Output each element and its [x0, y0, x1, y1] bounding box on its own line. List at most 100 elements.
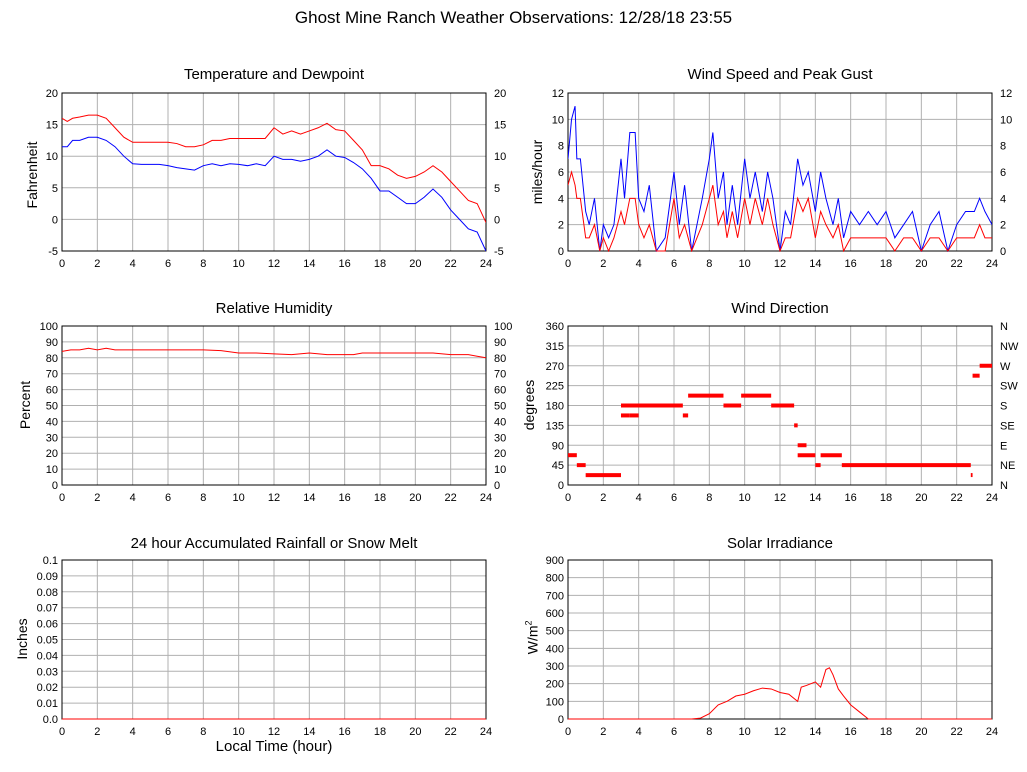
rh-plot-frame — [61, 325, 487, 486]
wind-y-tick-label: 4 — [558, 193, 564, 205]
wdir-y-tick-label: 90 — [552, 440, 564, 452]
temp-right-tick-label: 10 — [494, 151, 506, 163]
temp-x-tick-label: 18 — [374, 258, 386, 270]
rh-right-tick-label: 30 — [494, 432, 506, 444]
wdir-chart-title: Wind Direction — [731, 300, 829, 317]
wdir-y-tick-label: 180 — [546, 401, 564, 413]
temp-x-tick-label: 20 — [409, 258, 421, 270]
rh-x-tick-label: 10 — [233, 492, 245, 504]
rain-y-tick-label: 0.08 — [37, 587, 58, 599]
rh-right-tick-label: 90 — [494, 337, 506, 349]
wind-x-tick-label: 12 — [774, 258, 786, 270]
temp-x-tick-label: 22 — [445, 258, 457, 270]
wdir-right-tick-label: SW — [1000, 381, 1018, 393]
temp-y-tick-label: -5 — [48, 246, 58, 258]
rh-x-tick-label: 12 — [268, 492, 280, 504]
rain-y-tick-label: 0.01 — [37, 698, 58, 710]
solar-series-red-line — [568, 667, 992, 720]
temp-x-tick-label: 10 — [233, 258, 245, 270]
wdir-right-tick-label: S — [1000, 401, 1007, 413]
wdir-x-tick-label: 18 — [880, 492, 892, 504]
solar-x-tick-label: 22 — [951, 726, 963, 738]
temp-x-tick-label: 8 — [200, 258, 206, 270]
rh-x-tick-label: 24 — [480, 492, 492, 504]
rh-x-tick-label: 16 — [339, 492, 351, 504]
wdir-x-tick-label: 6 — [671, 492, 677, 504]
rain-chart: 0 2 4 6 8 10 12 14 16 18 20 22 240.00.010.020.030.04… — [37, 555, 493, 738]
wind-right-tick-label: 12 — [1000, 88, 1012, 100]
solar-y-tick-label: 100 — [546, 696, 564, 708]
wind-series-blue-line — [568, 106, 992, 252]
solar-chart-title: Solar Irradiance — [727, 535, 833, 552]
solar-x-tick-label: 10 — [739, 726, 751, 738]
wind-x-tick-label: 18 — [880, 258, 892, 270]
rh-x-tick-label: 22 — [445, 492, 457, 504]
rh-y-tick-label: 60 — [46, 385, 58, 397]
wind-y-tick-label: 0 — [558, 246, 564, 258]
solar-x-tick-label: 6 — [671, 726, 677, 738]
wind-x-tick-label: 14 — [809, 258, 821, 270]
temp-series-red-line — [62, 114, 486, 223]
wdir-x-tick-label: 10 — [739, 492, 751, 504]
rain-y-tick-label: 0.02 — [37, 682, 58, 694]
rh-right-tick-label: 40 — [494, 416, 506, 428]
temp-x-tick-label: 2 — [94, 258, 100, 270]
wdir-y-tick-label: 315 — [546, 341, 564, 353]
rain-x-axis-title: Local Time (hour) — [215, 738, 333, 755]
rain-y-tick-label: 0.0 — [43, 714, 58, 726]
rh-y-tick-label: 90 — [46, 337, 58, 349]
solar-y-tick-label: 200 — [546, 679, 564, 691]
rain-y-tick-label: 0.03 — [37, 666, 58, 678]
wind-y-tick-label: 6 — [558, 167, 564, 179]
temp-x-tick-label: 12 — [268, 258, 280, 270]
temp-right-tick-label: 15 — [494, 120, 506, 132]
rain-x-tick-label: 12 — [268, 726, 280, 738]
wdir-y-tick-label: 270 — [546, 361, 564, 373]
temp-plot-frame — [61, 92, 487, 252]
rain-x-tick-label: 16 — [339, 726, 351, 738]
rain-x-tick-label: 20 — [409, 726, 421, 738]
rh-y-tick-label: 70 — [46, 369, 58, 381]
rh-chart-title: Relative Humidity — [215, 300, 333, 317]
wind-y-tick-label: 2 — [558, 220, 564, 232]
rh-series-red-line — [62, 347, 486, 359]
wind-series-red-line — [568, 170, 992, 252]
rh-x-tick-label: 0 — [59, 492, 65, 504]
solar-x-tick-label: 18 — [880, 726, 892, 738]
wdir-plot-frame — [567, 325, 993, 486]
rh-right-tick-label: 70 — [494, 369, 506, 381]
wdir-x-tick-label: 14 — [809, 492, 821, 504]
temp-x-tick-label: 6 — [165, 258, 171, 270]
rh-y-tick-label: 50 — [46, 401, 58, 413]
rain-y-tick-label: 0.04 — [37, 650, 58, 662]
rain-chart-title: 24 hour Accumulated Rainfall or Snow Mel… — [130, 535, 418, 552]
wdir-x-tick-label: 24 — [986, 492, 998, 504]
solar-x-tick-label: 20 — [915, 726, 927, 738]
solar-x-tick-label: 8 — [706, 726, 712, 738]
wdir-right-tick-label: SE — [1000, 420, 1015, 432]
wdir-y-tick-label: 135 — [546, 420, 564, 432]
rh-x-tick-label: 8 — [200, 492, 206, 504]
solar-x-tick-label: 4 — [636, 726, 642, 738]
wdir-y-tick-label: 360 — [546, 321, 564, 333]
temp-y-tick-label: 20 — [46, 88, 58, 100]
rain-x-tick-label: 2 — [94, 726, 100, 738]
rain-x-tick-label: 18 — [374, 726, 386, 738]
rh-right-tick-label: 80 — [494, 353, 506, 365]
temp-right-tick-label: 5 — [494, 183, 500, 195]
wdir-right-tick-label: W — [1000, 361, 1011, 373]
wdir-x-tick-label: 8 — [706, 492, 712, 504]
rh-y-tick-label: 10 — [46, 464, 58, 476]
rh-x-tick-label: 14 — [303, 492, 315, 504]
temp-x-tick-label: 14 — [303, 258, 315, 270]
rh-y-tick-label: 20 — [46, 448, 58, 460]
page-title: Ghost Mine Ranch Weather Observations: 1… — [294, 8, 733, 27]
temp-x-tick-label: 0 — [59, 258, 65, 270]
rain-x-tick-label: 10 — [233, 726, 245, 738]
wdir-right-tick-label: N — [1000, 480, 1008, 492]
wind-x-tick-label: 4 — [636, 258, 642, 270]
rh-y-tick-label: 100 — [40, 321, 58, 333]
